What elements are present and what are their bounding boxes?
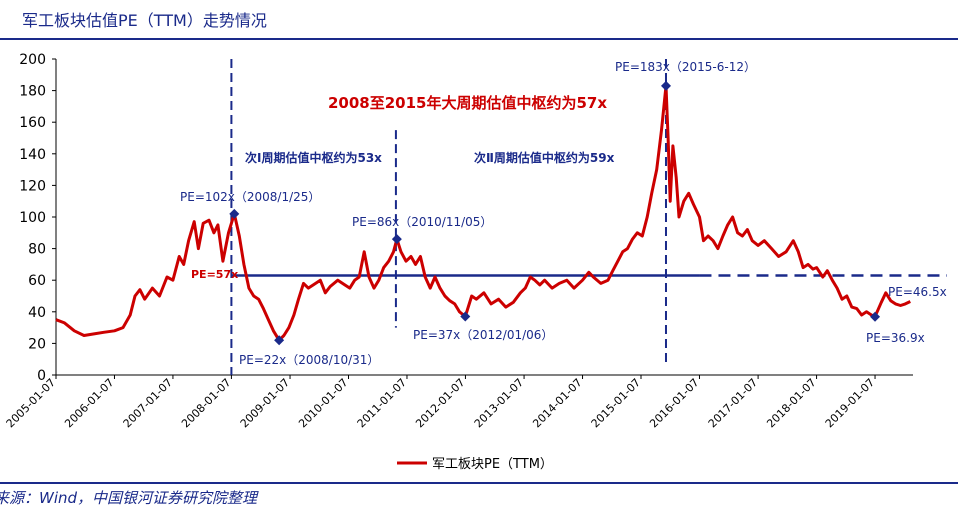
title-divider bbox=[0, 38, 958, 40]
marker-group bbox=[229, 80, 881, 346]
x-tick-label: 2013-01-07 bbox=[472, 376, 526, 430]
y-tick-label: 140 bbox=[19, 147, 46, 163]
cycle2-annotation: 次Ⅱ周期估值中枢约为59x bbox=[474, 150, 615, 165]
y-tick-label: 200 bbox=[19, 52, 46, 68]
x-tick-label: 2012-01-07 bbox=[413, 376, 467, 430]
x-tick-group: 2005-01-07 2006-01-07 2007-01-07 2008-01-07… bbox=[4, 375, 877, 430]
low-2019-label: PE=36.9x bbox=[866, 331, 925, 345]
x-tick-label: 2014-01-07 bbox=[530, 376, 584, 430]
data-point-marker bbox=[391, 234, 402, 245]
peak-2008-label: PE=102x（2008/1/25） bbox=[180, 190, 320, 204]
x-tick-label: 2017-01-07 bbox=[706, 376, 760, 430]
trough-2008-label: PE=22x（2008/10/31） bbox=[239, 353, 379, 367]
y-tick-label: 100 bbox=[19, 210, 46, 226]
legend: 军工板块PE（TTM） bbox=[397, 457, 553, 472]
x-tick-label: 2016-01-07 bbox=[647, 376, 701, 430]
cycle1-annotation: 次Ⅰ周期估值中枢约为53x bbox=[245, 150, 382, 165]
y-tick-label: 40 bbox=[28, 305, 46, 321]
page-title: 军工板块估值PE（TTM）走势情况 bbox=[22, 11, 267, 30]
x-tick-label: 2019-01-07 bbox=[823, 376, 877, 430]
y-tick-label: 20 bbox=[28, 336, 46, 352]
x-tick-label: 2010-01-07 bbox=[296, 376, 350, 430]
pe-series-line bbox=[55, 84, 911, 342]
x-tick-label: 2015-01-07 bbox=[589, 376, 643, 430]
data-point-marker bbox=[660, 80, 671, 91]
y-tick-label: 160 bbox=[19, 115, 46, 131]
y-tick-label: 180 bbox=[19, 84, 46, 100]
latest-pe-label: PE=46.5x bbox=[888, 285, 947, 299]
y-tick-label: 120 bbox=[19, 178, 46, 194]
headline-annotation: 2008至2015年大周期估值中枢约为57x bbox=[328, 94, 607, 112]
x-tick-label: 2008-01-07 bbox=[179, 376, 233, 430]
legend-label: 军工板块PE（TTM） bbox=[432, 457, 553, 472]
x-tick-label: 2005-01-07 bbox=[4, 376, 58, 430]
data-point-marker bbox=[870, 311, 881, 322]
y-tick-label: 80 bbox=[28, 242, 46, 258]
x-tick-label: 2011-01-07 bbox=[355, 376, 409, 430]
y-tick-group: 0 20 40 60 80 100 120 140 160 180 200 bbox=[19, 52, 56, 384]
data-point-marker bbox=[229, 208, 240, 219]
x-tick-label: 2009-01-07 bbox=[238, 376, 292, 430]
footer-divider bbox=[0, 482, 958, 484]
y-tick-label: 60 bbox=[28, 273, 46, 289]
data-point-marker bbox=[460, 311, 471, 322]
pe-line-label: PE=57x bbox=[191, 268, 238, 281]
peak-2010-label: PE=86x（2010/11/05） bbox=[352, 215, 492, 229]
y-tick-label: 0 bbox=[37, 368, 46, 384]
x-tick-label: 2006-01-07 bbox=[62, 376, 116, 430]
peak-2015-label: PE=183x（2015-6-12） bbox=[615, 60, 756, 74]
x-tick-label: 2018-01-07 bbox=[764, 376, 818, 430]
source-note: 来源：Wind，中国银河证券研究院整理 bbox=[0, 489, 258, 507]
x-tick-label: 2007-01-07 bbox=[121, 376, 175, 430]
trough-2012-label: PE=37x（2012/01/06） bbox=[413, 328, 553, 342]
data-point-marker bbox=[274, 335, 285, 346]
